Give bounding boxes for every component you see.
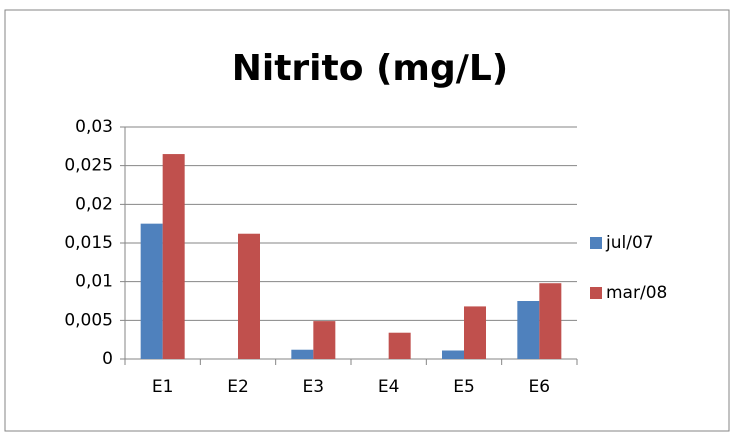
- x-tick-label: E4: [378, 377, 400, 397]
- chart-title: Nitrito (mg/L): [232, 48, 509, 89]
- bar: [313, 321, 336, 359]
- bar: [539, 283, 562, 359]
- y-tick-label: 0: [102, 349, 113, 369]
- x-tick-label: E1: [152, 377, 174, 397]
- bar: [388, 332, 411, 359]
- y-tick-label: 0,02: [75, 194, 113, 214]
- y-tick-label: 0,01: [75, 272, 113, 292]
- bar: [442, 350, 464, 359]
- bar: [291, 349, 314, 359]
- chart-border: [4, 9, 730, 432]
- legend-swatch: [590, 287, 602, 299]
- bar: [162, 154, 185, 359]
- x-tick-label: E6: [529, 377, 551, 397]
- bar: [238, 233, 260, 359]
- bar: [464, 306, 486, 359]
- y-tick-label: 0,015: [64, 233, 113, 253]
- bar: [140, 223, 163, 359]
- legend-label: jul/07: [605, 233, 654, 253]
- y-tick-label: 0,025: [64, 156, 113, 176]
- y-tick-label: 0,03: [75, 117, 113, 137]
- x-tick-label: E3: [303, 377, 325, 397]
- legend-swatch: [590, 237, 602, 249]
- bar: [517, 301, 540, 359]
- y-tick-label: 0,005: [64, 310, 113, 330]
- x-tick-label: E2: [227, 377, 249, 397]
- legend-label: mar/08: [606, 283, 667, 303]
- x-tick-label: E5: [453, 377, 475, 397]
